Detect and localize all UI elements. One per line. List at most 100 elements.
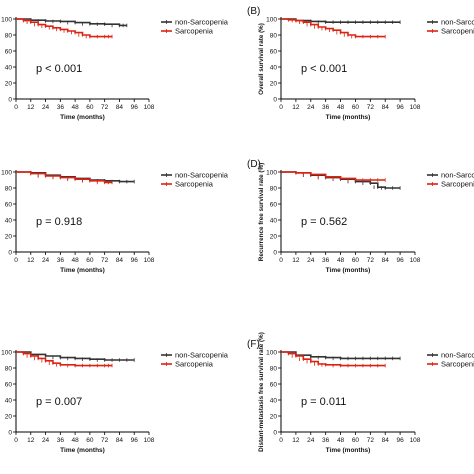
x-tick-label: 12 <box>27 104 35 111</box>
x-tick-label: 96 <box>396 257 404 264</box>
x-tick-label: 24 <box>307 257 315 264</box>
y-tick-label: 0 <box>8 249 12 256</box>
x-tick-label: 60 <box>86 104 94 111</box>
x-tick-label: 48 <box>71 257 79 264</box>
x-tick-label: 84 <box>382 257 390 264</box>
y-tick-label: 100 <box>1 169 12 176</box>
x-tick-label: 108 <box>410 257 421 264</box>
legend-label: non-Sarcopenia <box>175 18 229 27</box>
y-tick-label: 60 <box>5 48 13 55</box>
x-tick-label: 36 <box>57 104 65 111</box>
x-tick-label: 96 <box>131 104 139 111</box>
x-tick-label: 84 <box>116 437 124 444</box>
x-tick-label: 0 <box>14 257 18 264</box>
x-tick-label: 48 <box>71 437 79 444</box>
y-tick-label: 20 <box>270 233 278 240</box>
x-tick-label: 36 <box>322 437 330 444</box>
x-tick-label: 72 <box>367 257 375 264</box>
x-tick-label: 72 <box>367 104 375 111</box>
panel-3: 0 12 24 36 48 60 72 84 96 108 0 20 40 60 80 100 Time (mo… <box>1 169 229 274</box>
y-tick-label: 60 <box>270 201 278 208</box>
p-value: p = 0.562 <box>301 216 347 228</box>
panel-letter: (F) <box>247 339 260 350</box>
x-tick-label: 48 <box>337 104 345 111</box>
x-tick-label: 12 <box>292 437 300 444</box>
y-tick-label: 100 <box>266 169 277 176</box>
y-tick-label: 80 <box>270 185 278 192</box>
y-tick-label: 80 <box>5 185 13 192</box>
x-axis-title: Time (months) <box>60 447 105 454</box>
x-tick-label: 24 <box>307 104 315 111</box>
p-value: p < 0.001 <box>36 63 82 75</box>
p-value: p = 0.011 <box>301 396 346 408</box>
x-tick-label: 96 <box>131 437 139 444</box>
y-tick-label: 20 <box>270 413 278 420</box>
x-axis-title: Time (months) <box>60 267 105 274</box>
x-tick-label: 84 <box>116 104 124 111</box>
x-tick-label: 48 <box>337 437 345 444</box>
x-tick-label: 36 <box>322 257 330 264</box>
x-tick-label: 72 <box>367 437 375 444</box>
x-tick-label: 108 <box>144 437 155 444</box>
x-axis-title: Time (months) <box>326 267 371 274</box>
x-tick-label: 0 <box>279 257 283 264</box>
y-tick-label: 40 <box>270 64 278 71</box>
legend-label: Sarcopenia <box>175 180 214 189</box>
x-tick-label: 72 <box>101 437 109 444</box>
panel-1: 0 12 24 36 48 60 72 84 96 108 0 20 40 60 80 100 Time (mo… <box>1 16 229 121</box>
x-tick-label: 60 <box>352 437 360 444</box>
y-tick-label: 80 <box>270 365 278 372</box>
p-value: p = 0.007 <box>36 396 82 408</box>
y-tick-label: 40 <box>5 217 13 224</box>
x-tick-label: 36 <box>57 257 65 264</box>
legend-label: non-Sarcopenia <box>441 171 474 180</box>
x-tick-label: 0 <box>14 104 18 111</box>
y-tick-label: 100 <box>266 16 277 23</box>
x-tick-label: 24 <box>307 437 315 444</box>
panel-5: 0 12 24 36 48 60 72 84 96 108 0 20 40 60 80 100 Time (mo… <box>1 349 229 454</box>
panel-letter: (B) <box>247 6 260 17</box>
y-tick-label: 20 <box>270 80 278 87</box>
y-tick-label: 80 <box>5 32 13 39</box>
legend-label: Sarcopenia <box>175 360 214 369</box>
p-value: p < 0.001 <box>301 63 347 75</box>
x-tick-label: 48 <box>337 257 345 264</box>
y-tick-label: 0 <box>273 96 277 103</box>
x-tick-label: 0 <box>279 437 283 444</box>
x-tick-label: 108 <box>144 257 155 264</box>
y-tick-label: 60 <box>5 201 13 208</box>
x-tick-label: 84 <box>382 104 390 111</box>
x-tick-label: 96 <box>396 437 404 444</box>
x-axis-title: Time (months) <box>326 114 371 121</box>
x-tick-label: 24 <box>42 104 50 111</box>
y-tick-label: 40 <box>5 397 13 404</box>
y-tick-label: 0 <box>8 96 12 103</box>
x-tick-label: 72 <box>101 257 109 264</box>
x-tick-label: 108 <box>144 104 155 111</box>
x-tick-label: 24 <box>42 437 50 444</box>
x-tick-label: 60 <box>86 257 94 264</box>
y-axis-title: Overall survival rate (%) <box>258 23 265 95</box>
legend-label: Sarcopenia <box>441 27 474 36</box>
x-tick-label: 0 <box>279 104 283 111</box>
legend-label: non-Sarcopenia <box>441 18 474 27</box>
x-tick-label: 60 <box>86 437 94 444</box>
x-tick-label: 96 <box>396 104 404 111</box>
y-tick-label: 80 <box>270 32 278 39</box>
y-axis-title: Recurrence free survival rate (%) <box>258 163 265 261</box>
y-tick-label: 60 <box>5 381 13 388</box>
y-axis-title: Distant-metastasis free survival rate (%… <box>258 332 265 452</box>
legend-label: Sarcopenia <box>441 180 474 189</box>
y-tick-label: 20 <box>5 233 13 240</box>
x-tick-label: 108 <box>410 104 421 111</box>
legend-label: Sarcopenia <box>175 27 214 36</box>
x-tick-label: 84 <box>382 437 390 444</box>
x-tick-label: 84 <box>116 257 124 264</box>
y-tick-label: 60 <box>270 381 278 388</box>
series-line-sarcopenia <box>281 351 386 367</box>
panel-2: 0 12 24 36 48 60 72 84 96 108 0 20 40 60 80 100 Time (mo… <box>247 6 474 121</box>
y-tick-label: 40 <box>270 397 278 404</box>
panel-4: 0 12 24 36 48 60 72 84 96 108 0 20 40 60 80 100 Time (mo… <box>247 159 474 274</box>
panel-letter: (D) <box>247 159 261 170</box>
